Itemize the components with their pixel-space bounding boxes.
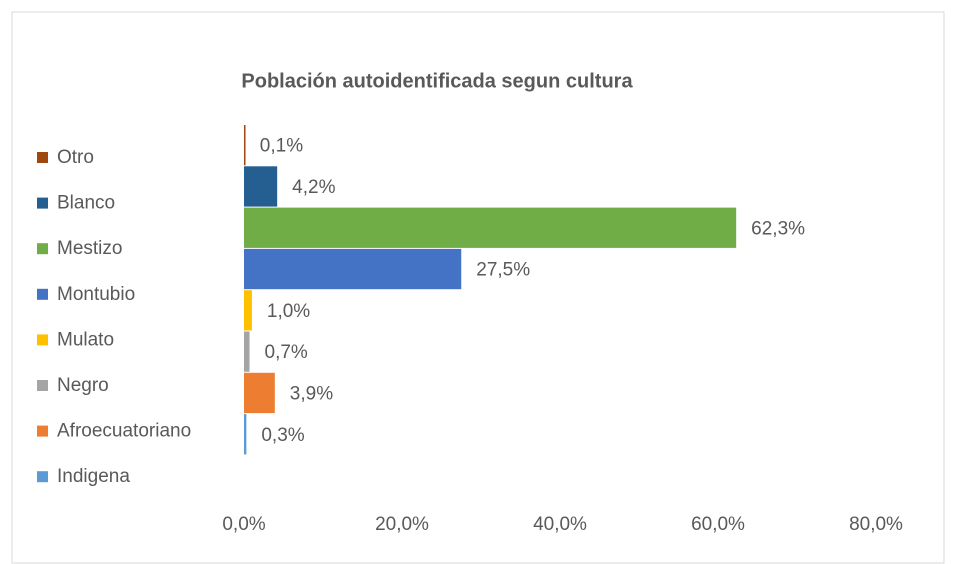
legend-label: Mestizo (57, 238, 122, 259)
bar (244, 290, 252, 331)
legend-label: Indigena (57, 466, 130, 487)
bar (244, 125, 246, 166)
x-tick-label: 80,0% (849, 514, 903, 535)
value-label: 4,2% (292, 177, 335, 198)
bar (244, 331, 250, 372)
bar (244, 248, 462, 290)
value-label: 62,3% (751, 218, 805, 239)
legend-label: Negro (57, 375, 109, 396)
legend-label: Otro (57, 147, 94, 168)
chart-title: Población autoidentificada segun cultura (241, 70, 633, 92)
legend-label: Montubio (57, 284, 135, 305)
bar (244, 166, 278, 207)
value-label: 1,0% (267, 301, 310, 322)
legend-swatch (37, 380, 48, 391)
legend-label: Blanco (57, 193, 115, 214)
value-label: 3,9% (290, 383, 333, 404)
legend-label: Mulato (57, 329, 114, 350)
chart-border (11, 11, 945, 564)
legend-swatch (37, 425, 48, 437)
x-tick-label: 60,0% (691, 514, 745, 535)
legend-swatch (37, 471, 48, 483)
legend-swatch (37, 197, 48, 209)
value-label: 0,3% (261, 425, 304, 446)
legend-swatch (37, 288, 48, 300)
bar (244, 207, 737, 248)
x-tick-label: 0,0% (222, 514, 265, 535)
legend-swatch (37, 152, 48, 163)
legend-label: Afroecuatoriano (57, 421, 191, 442)
value-label: 0,7% (265, 342, 308, 363)
x-tick-label: 20,0% (375, 514, 429, 535)
legend-swatch (37, 334, 48, 346)
value-label: 27,5% (476, 260, 530, 281)
bar (244, 372, 275, 414)
legend-swatch (37, 243, 48, 255)
bar (244, 414, 247, 455)
value-label: 0,1% (260, 136, 303, 157)
x-tick-label: 40,0% (533, 514, 587, 535)
